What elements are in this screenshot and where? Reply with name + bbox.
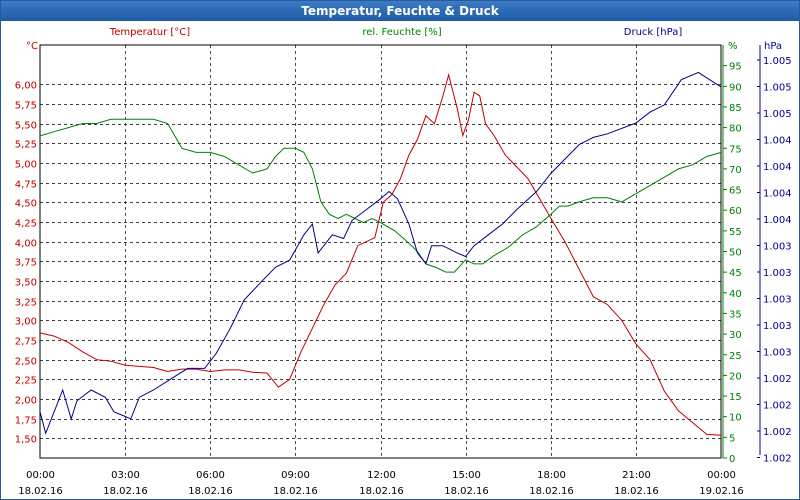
humidity-tick-label: 5 — [729, 433, 735, 444]
pressure-tick-label: 1.002 — [763, 427, 792, 438]
temperature-tick-label: 4,25 — [15, 219, 37, 230]
humidity-tick-label: 75 — [729, 144, 742, 155]
x-tick-time: 15:00 — [452, 470, 481, 481]
pressure-tick-label: 1.002 — [763, 454, 792, 465]
temperature-tick-label: 4,50 — [15, 199, 37, 210]
x-tick-date: 18.02.16 — [188, 486, 233, 497]
temperature-unit: °C — [26, 41, 38, 52]
x-tick-date: 18.02.16 — [103, 486, 148, 497]
pressure-tick-label: 1.004 — [763, 162, 792, 173]
humidity-tick-label: 80 — [729, 124, 742, 135]
pressure-tick-label: 1.003 — [763, 242, 792, 253]
temperature-tick-label: 1,75 — [15, 416, 37, 427]
humidity-tick-label: 30 — [729, 330, 742, 341]
x-tick-time: 09:00 — [281, 470, 310, 481]
x-tick-date: 18.02.16 — [614, 486, 659, 497]
pressure-tick-label: 1.005 — [763, 109, 792, 120]
temperature-tick-label: 2,00 — [15, 396, 37, 407]
x-tick-time: 00:00 — [707, 470, 736, 481]
x-tick-date: 18.02.16 — [359, 486, 404, 497]
series-layer — [39, 71, 722, 436]
pressure-tick-label: 1.005 — [763, 83, 792, 94]
x-tick-time: 03:00 — [111, 470, 140, 481]
labels: 1,50 1,75 2,00 2,25 2,50 2,75 3,00 3,25 3,50 3,75… — [15, 27, 792, 497]
pressure-tick-label: 1.003 — [763, 295, 792, 306]
humidity-tick-label: 10 — [729, 413, 742, 424]
humidity-tick-label: 40 — [729, 289, 742, 300]
pressure-tick-label: 1.004 — [763, 215, 792, 226]
x-tick-time: 21:00 — [622, 470, 651, 481]
pressure-tick-label: 1.004 — [763, 189, 792, 200]
x-tick-date: 18.02.16 — [273, 486, 318, 497]
humidity-tick-label: 25 — [729, 351, 742, 362]
temperature-series-line — [39, 72, 722, 436]
x-tick-date: 18.02.16 — [529, 486, 574, 497]
humidity-tick-label: 70 — [729, 165, 742, 176]
humidity-tick-label: 95 — [729, 62, 742, 73]
x-tick-time: 12:00 — [367, 470, 396, 481]
humidity-axis-label: rel. Feuchte [%] — [362, 27, 441, 38]
humidity-series-line — [39, 118, 722, 273]
temperature-tick-label: 1,50 — [15, 435, 37, 446]
temperature-tick-label: 3,00 — [15, 317, 37, 328]
pressure-tick-label: 1.003 — [763, 268, 792, 279]
x-tick-time: 18:00 — [537, 470, 566, 481]
humidity-tick-label: 20 — [729, 371, 742, 382]
pressure-axis-label: Druck [hPa] — [624, 27, 683, 38]
x-tick-date: 19.02.16 — [699, 486, 744, 497]
temperature-tick-label: 2,25 — [15, 376, 37, 387]
humidity-tick-label: 0 — [729, 454, 735, 465]
pressure-series-line — [39, 71, 722, 435]
humidity-tick-label: 35 — [729, 309, 742, 320]
temperature-tick-label: 4,75 — [15, 180, 37, 191]
pressure-unit: hPa — [764, 41, 782, 52]
temperature-tick-label: 5,75 — [15, 101, 37, 112]
temperature-axis-label: Temperatur [°C] — [109, 27, 190, 38]
temperature-tick-label: 2,50 — [15, 357, 37, 368]
x-tick-time: 00:00 — [26, 470, 55, 481]
humidity-tick-label: 60 — [729, 206, 742, 217]
pressure-tick-label: 1.005 — [763, 56, 792, 67]
temperature-tick-label: 3,75 — [15, 258, 37, 269]
humidity-tick-label: 65 — [729, 186, 742, 197]
grid — [40, 45, 721, 458]
temperature-tick-label: 3,50 — [15, 278, 37, 289]
plot-border — [39, 44, 722, 459]
humidity-tick-label: 15 — [729, 392, 742, 403]
humidity-unit: % — [728, 41, 738, 52]
temperature-tick-label: 5,50 — [15, 121, 37, 132]
pressure-tick-label: 1.004 — [763, 136, 792, 147]
pressure-tick-label: 1.002 — [763, 401, 792, 412]
x-tick-time: 06:00 — [196, 470, 225, 481]
humidity-tick-label: 85 — [729, 103, 742, 114]
temperature-tick-label: 2,75 — [15, 337, 37, 348]
humidity-tick-label: 55 — [729, 227, 742, 238]
axes — [39, 44, 761, 459]
humidity-tick-label: 90 — [729, 82, 742, 93]
temperature-tick-label: 3,25 — [15, 298, 37, 309]
humidity-tick-label: 45 — [729, 268, 742, 279]
x-tick-date: 18.02.16 — [444, 486, 489, 497]
temperature-tick-label: 5,00 — [15, 160, 37, 171]
x-tick-date: 18.02.16 — [18, 486, 63, 497]
temperature-tick-label: 6,00 — [15, 81, 37, 92]
temperature-tick-label: 5,25 — [15, 140, 37, 151]
temperature-tick-label: 4,00 — [15, 239, 37, 250]
chart-title: Temperatur, Feuchte & Druck — [1, 1, 799, 21]
pressure-tick-label: 1.002 — [763, 374, 792, 385]
humidity-tick-label: 50 — [729, 248, 742, 259]
pressure-tick-label: 1.003 — [763, 321, 792, 332]
pressure-tick-label: 1.003 — [763, 348, 792, 359]
